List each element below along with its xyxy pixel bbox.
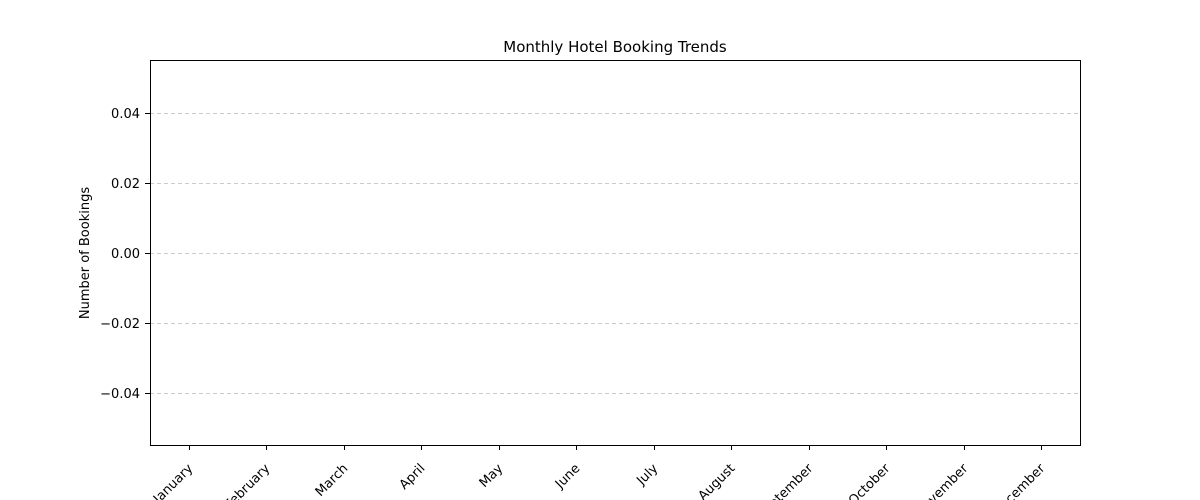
y-tick-label: 0.02 <box>111 177 140 192</box>
y-axis-label: Number of Bookings <box>78 187 93 319</box>
x-tick-label: November <box>913 461 972 500</box>
plot-area-frame <box>150 60 1081 446</box>
y-tick-label: −0.04 <box>100 387 140 402</box>
x-tick-label: December <box>990 461 1049 500</box>
x-tick-label: February <box>222 461 274 500</box>
y-tick-label: −0.02 <box>100 317 140 332</box>
x-tick-label: March <box>313 461 352 500</box>
x-tick-label: September <box>755 461 817 500</box>
x-tick-label: June <box>552 461 583 492</box>
x-tick-label: August <box>696 461 739 500</box>
grid-layer <box>150 113 1080 394</box>
x-tick-label: May <box>477 461 507 491</box>
x-tick-label: October <box>846 461 894 500</box>
y-tick-label: 0.04 <box>111 107 140 122</box>
x-tick-label: April <box>397 461 429 493</box>
chart-title: Monthly Hotel Booking Trends <box>503 38 727 56</box>
x-tick-label: January <box>150 461 196 500</box>
y-axis-ticks: 0.04 0.02 0.00 −0.02 −0.04 <box>100 107 150 402</box>
y-tick-label: 0.00 <box>111 247 140 262</box>
x-tick-label: July <box>633 461 661 489</box>
x-axis-ticks: January February March April May June July Augu… <box>150 445 1049 500</box>
